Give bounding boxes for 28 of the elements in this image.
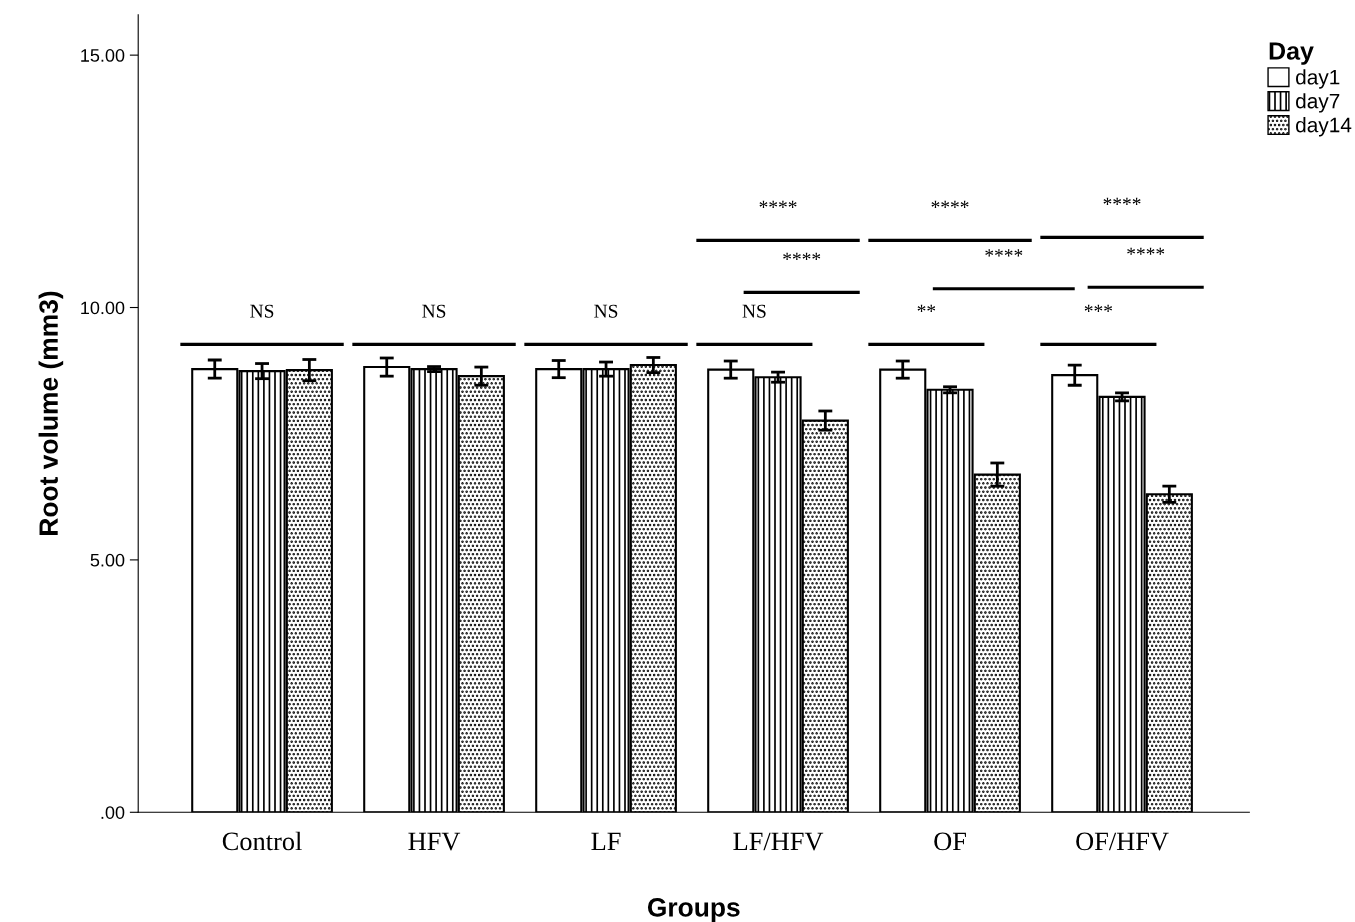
x-axis-title: Groups	[647, 898, 740, 922]
x-tick-label: LF	[591, 832, 621, 851]
annotation: ****	[931, 200, 969, 208]
x-tick-label: OF	[934, 832, 966, 851]
x-tick-label: HFV	[408, 832, 461, 851]
legend-title: Day	[1269, 42, 1314, 65]
y-tick-label: 10.00	[81, 301, 125, 315]
x-tick-label: OF/HFV	[1076, 832, 1169, 851]
annotation: ****	[759, 200, 797, 208]
y-axis-title: Root volume (mm3)	[38, 291, 64, 535]
annotation: NS	[742, 304, 766, 318]
annotation: ***	[1084, 304, 1113, 312]
annotation: ****	[985, 249, 1023, 257]
legend-label: day14	[1296, 117, 1352, 137]
y-tick-label: 5.00	[90, 553, 125, 567]
annotation: ****	[1103, 197, 1141, 205]
annotation: ****	[1127, 247, 1165, 255]
x-tick-label: Control	[222, 831, 302, 851]
annotation: **	[917, 304, 936, 312]
annotation: NS	[422, 304, 446, 318]
legend-label: day7	[1296, 93, 1340, 113]
y-tick-label: .00	[101, 806, 125, 819]
annotation: NS	[250, 304, 274, 318]
x-tick-label: LF/HFV	[733, 832, 824, 851]
legend-label: day1	[1296, 69, 1340, 89]
y-tick-label: 15.00	[81, 49, 125, 62]
annotation: ****	[783, 252, 821, 260]
annotation: NS	[594, 304, 618, 318]
